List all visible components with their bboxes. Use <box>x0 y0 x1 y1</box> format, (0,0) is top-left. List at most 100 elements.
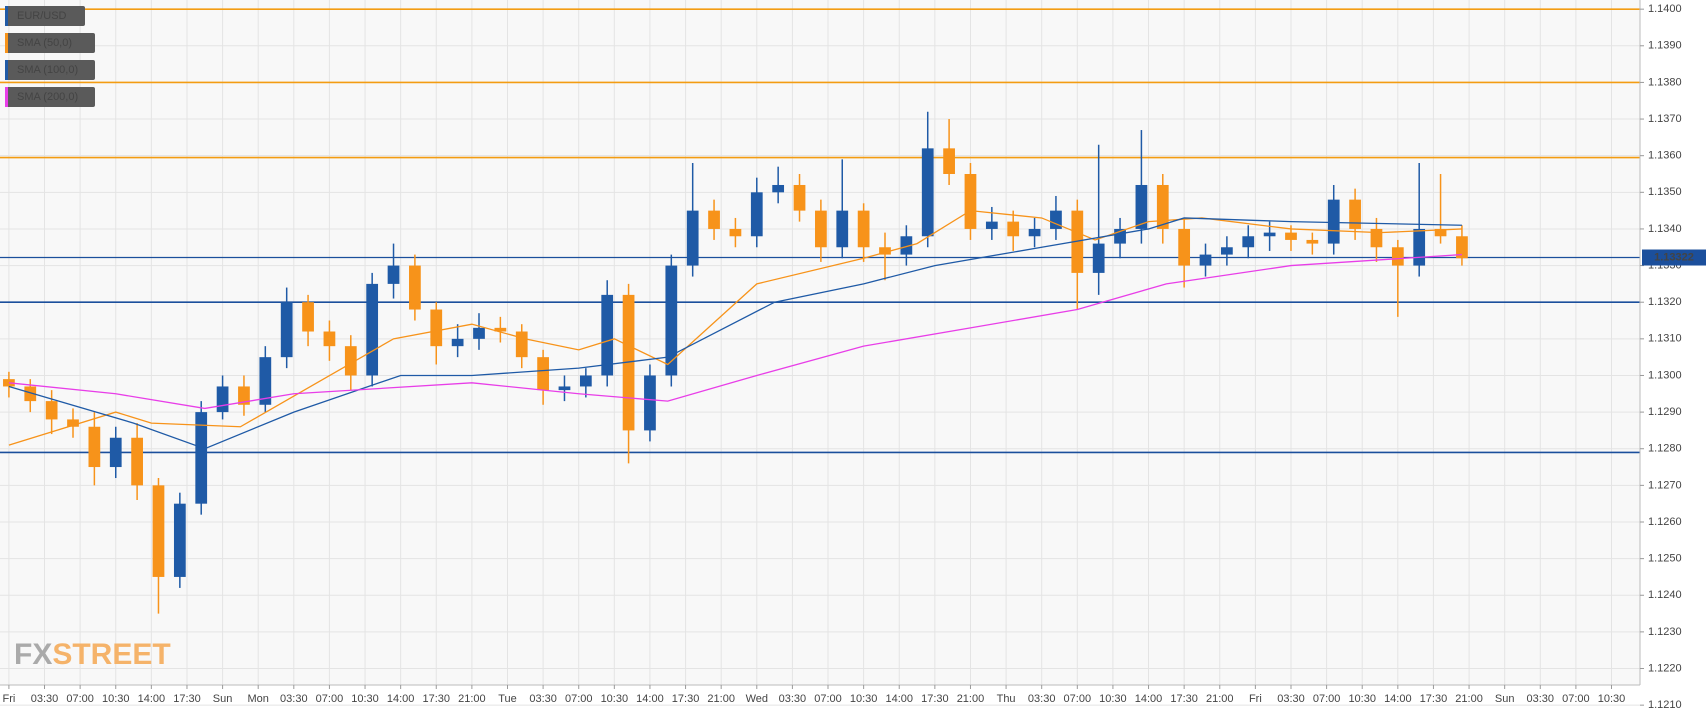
candle-body <box>836 210 849 248</box>
y-tick-label: 1.1220 <box>1648 662 1682 674</box>
x-tick-label: 14:00 <box>387 693 415 705</box>
x-tick-label: Sun <box>1495 693 1515 705</box>
x-tick-label: 10:30 <box>1598 693 1626 705</box>
x-tick-label: 03:30 <box>1527 693 1555 705</box>
candle-body <box>815 210 827 248</box>
x-tick-label: 17:30 <box>422 693 450 705</box>
x-tick-label: Fri <box>1249 693 1262 705</box>
candle-body <box>793 184 806 211</box>
y-tick-label: 1.1360 <box>1648 150 1682 162</box>
x-tick-label: Tue <box>498 693 517 705</box>
plot-background <box>0 0 1640 685</box>
x-tick-label: Mon <box>247 693 268 705</box>
candle-body <box>1285 232 1297 240</box>
candle-body <box>943 148 955 174</box>
candle-body <box>1391 247 1404 266</box>
candle-body <box>451 338 464 347</box>
candle-body <box>1028 228 1041 237</box>
candle-body <box>173 503 186 577</box>
candle-body <box>601 294 614 376</box>
y-tick-label: 1.1240 <box>1648 589 1682 601</box>
y-tick-label: 1.1350 <box>1648 186 1682 198</box>
candle-body <box>238 386 250 405</box>
candle-body <box>515 331 528 358</box>
x-tick-label: 10:30 <box>351 693 379 705</box>
last-price-label: 1.13322 <box>1654 251 1694 263</box>
candle-body <box>729 228 742 237</box>
candle-body <box>88 426 101 468</box>
candle-body <box>1156 184 1169 229</box>
candle-body <box>1242 236 1255 248</box>
candle-body <box>750 192 763 237</box>
candle-body <box>537 357 549 391</box>
x-tick-label: 10:30 <box>850 693 878 705</box>
y-tick-label: 1.1370 <box>1648 113 1682 125</box>
sma-line <box>8 209 1462 446</box>
legend-box <box>5 33 95 53</box>
candle-body <box>259 357 272 405</box>
candle-body <box>216 386 229 413</box>
sma-line <box>8 217 1462 450</box>
candle-body <box>109 437 122 468</box>
y-tick-label: 1.1260 <box>1648 516 1682 528</box>
x-tick-label: Fri <box>2 693 15 705</box>
candle-body <box>1135 184 1148 229</box>
candle-body <box>195 412 208 504</box>
candle-body <box>708 210 720 229</box>
x-tick-label: 14:00 <box>138 693 166 705</box>
x-tick-label: Wed <box>746 693 768 705</box>
candle-body <box>921 148 934 237</box>
y-tick-label: 1.1290 <box>1648 406 1682 418</box>
y-tick-label: 1.1310 <box>1648 333 1682 345</box>
x-tick-label: 17:30 <box>1170 693 1198 705</box>
candle-body <box>1456 236 1468 259</box>
x-tick-label: 10:30 <box>601 693 629 705</box>
sma-line <box>8 253 1462 410</box>
x-tick-label: 10:30 <box>1348 693 1376 705</box>
x-tick-label: 14:00 <box>636 693 664 705</box>
x-tick-label: 21:00 <box>957 693 985 705</box>
candle-body <box>879 247 891 255</box>
y-tick-label: 1.1380 <box>1648 76 1682 88</box>
legend-swatch <box>5 60 8 80</box>
x-tick-label: 03:30 <box>31 693 59 705</box>
candle-body <box>24 386 37 402</box>
y-tick-label: 1.1390 <box>1648 40 1682 52</box>
x-tick-label: 07:00 <box>316 693 344 705</box>
candle-body <box>1413 228 1426 266</box>
x-tick-label: 03:30 <box>1028 693 1056 705</box>
candle-body <box>366 283 379 376</box>
x-tick-label: 07:00 <box>1064 693 1092 705</box>
candle-body <box>1327 199 1340 244</box>
candle-body <box>665 265 678 376</box>
legend-box <box>5 60 95 80</box>
candle-body <box>1370 228 1383 248</box>
candle-body <box>900 236 913 255</box>
x-tick-label: 21:00 <box>1206 693 1234 705</box>
candle-body <box>409 265 421 310</box>
x-tick-label: 21:00 <box>1455 693 1483 705</box>
candle-body <box>67 419 79 427</box>
candle-body <box>622 294 635 431</box>
x-tick-label: 10:30 <box>1099 693 1127 705</box>
candle-body <box>1263 232 1276 237</box>
candle-body <box>644 375 656 431</box>
legend-swatch <box>5 33 8 53</box>
y-tick-label: 1.1250 <box>1648 553 1682 565</box>
y-tick-label: 1.1400 <box>1648 3 1682 15</box>
x-tick-label: 03:30 <box>1277 693 1305 705</box>
x-tick-label: 07:00 <box>814 693 842 705</box>
candle-body <box>579 375 592 387</box>
candle-body <box>473 327 485 339</box>
candle-body <box>1221 247 1233 255</box>
candle-body <box>964 173 977 229</box>
x-tick-label: Sun <box>213 693 233 705</box>
x-tick-label: 14:00 <box>1384 693 1412 705</box>
y-tick-label: 1.1210 <box>1648 699 1682 711</box>
legend-label: EUR/USD <box>17 10 67 22</box>
x-tick-label: 14:00 <box>885 693 913 705</box>
legend-box <box>5 87 95 107</box>
x-tick-label: 03:30 <box>779 693 807 705</box>
